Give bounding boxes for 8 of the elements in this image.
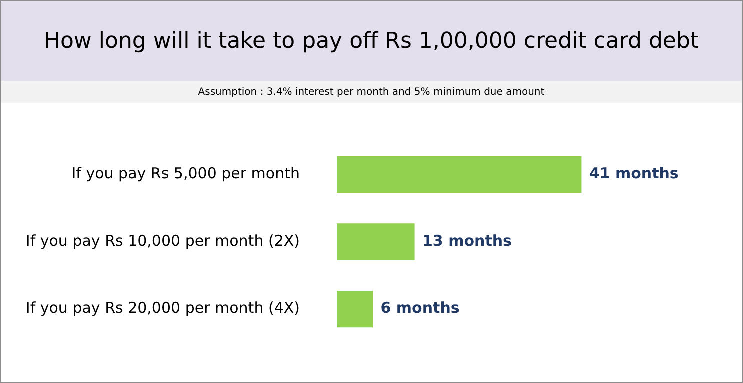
chart-subtitle: Assumption : 3.4% interest per month and 5% minimum due amount — [1, 81, 742, 103]
y-tick-label: If you pay Rs 20,000 per month (4X) — [26, 299, 300, 318]
y-tick-label: If you pay Rs 5,000 per month — [72, 164, 300, 183]
y-tick-label: If you pay Rs 10,000 per month (2X) — [26, 232, 300, 250]
chart-title: How long will it take to pay off Rs 1,00,000 credit card debt — [1, 1, 742, 81]
data-label: 13 months — [422, 232, 512, 250]
data-label: 41 months — [589, 164, 679, 183]
data-label: 6 months — [380, 299, 460, 318]
